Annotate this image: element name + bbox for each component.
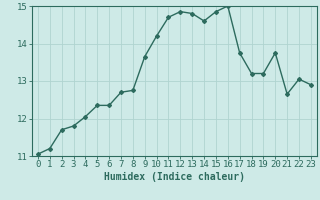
X-axis label: Humidex (Indice chaleur): Humidex (Indice chaleur): [104, 172, 245, 182]
